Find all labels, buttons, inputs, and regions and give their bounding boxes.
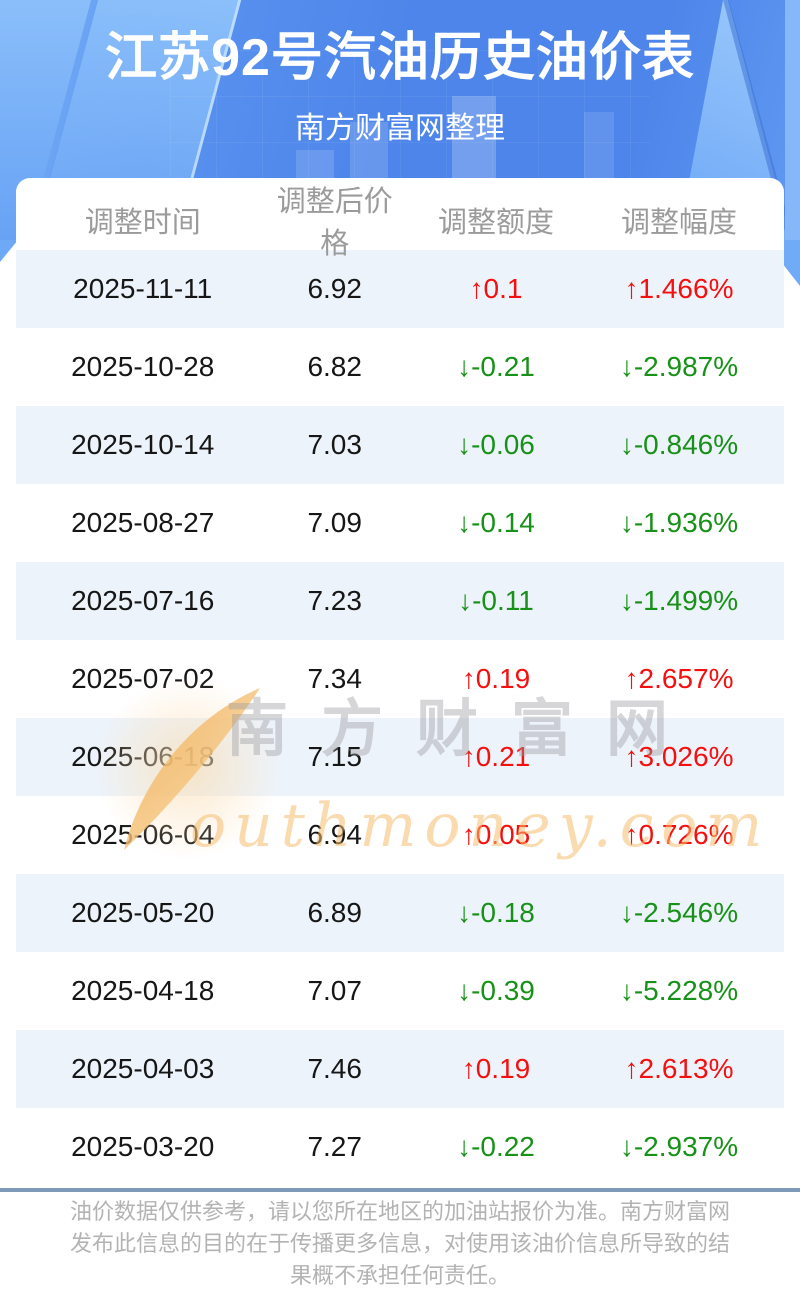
disclaimer-line: 发布此信息的目的在于传播更多信息，对使用该油价信息所导致的结 [69, 1231, 730, 1256]
cell-change: ↓-0.06 [457, 429, 535, 460]
cell-date: 2025-11-11 [73, 273, 213, 304]
table-header-row: 调整时间 调整后价格 调整额度 调整幅度 [16, 178, 784, 260]
cell-date: 2025-05-20 [71, 897, 215, 928]
cell-price: 6.82 [307, 351, 362, 382]
page-subtitle: 南方财富网整理 [295, 112, 505, 145]
cell-change: ↓-0.22 [457, 1131, 535, 1162]
cell-price: 7.15 [307, 741, 362, 772]
price-table-card: 调整时间 调整后价格 调整额度 调整幅度 2025-11-11 6.92 ↑0.… [16, 178, 784, 1186]
cell-change: ↑0.19 [461, 663, 531, 694]
cell-percent: ↑2.613% [624, 1053, 734, 1084]
cell-percent: ↓-0.846% [619, 429, 739, 460]
cell-date: 2025-10-28 [71, 351, 215, 382]
cell-percent: ↑3.026% [624, 741, 734, 772]
table-row: 2025-05-20 6.89 ↓-0.18 ↓-2.546% [16, 874, 784, 952]
cell-percent: ↓-2.937% [619, 1131, 739, 1162]
cell-price: 6.92 [307, 273, 362, 304]
cell-change: ↑0.21 [461, 741, 531, 772]
table-row: 2025-06-04 6.94 ↑0.05 ↑0.726% [16, 796, 784, 874]
cell-change: ↑0.05 [461, 819, 531, 850]
cell-date: 2025-07-16 [71, 585, 215, 616]
cell-price: 7.03 [307, 429, 362, 460]
cell-date: 2025-07-02 [71, 663, 215, 694]
table-row: 2025-03-20 7.27 ↓-0.22 ↓-2.937% [16, 1108, 784, 1186]
cell-date: 2025-04-18 [71, 975, 215, 1006]
disclaimer: 油价数据仅供参考，请以您所在地区的加油站报价为准。南方财富网 发布此信息的目的在… [0, 1196, 800, 1290]
cell-change: ↓-0.39 [457, 975, 535, 1006]
cell-percent: ↓-2.987% [619, 351, 739, 382]
cell-date: 2025-08-27 [71, 507, 215, 538]
cell-change: ↓-0.21 [457, 351, 535, 382]
cell-price: 7.27 [307, 1131, 362, 1162]
cell-price: 7.46 [307, 1053, 362, 1084]
table-row: 2025-11-11 6.92 ↑0.1 ↑1.466% [16, 250, 784, 328]
table-row: 2025-06-18 7.15 ↑0.21 ↑3.026% [16, 718, 784, 796]
table-row: 2025-04-03 7.46 ↑0.19 ↑2.613% [16, 1030, 784, 1108]
table-row: 2025-10-28 6.82 ↓-0.21 ↓-2.987% [16, 328, 784, 406]
cell-price: 7.34 [307, 663, 362, 694]
cell-change: ↓-0.14 [457, 507, 535, 538]
col-header-percent: 调整幅度 [620, 207, 737, 239]
cell-percent: ↓-5.228% [619, 975, 739, 1006]
cell-percent: ↑2.657% [624, 663, 734, 694]
table-row: 2025-08-27 7.09 ↓-0.14 ↓-1.936% [16, 484, 784, 562]
cell-date: 2025-10-14 [71, 429, 215, 460]
disclaimer-line: 油价数据仅供参考，请以您所在地区的加油站报价为准。南方财富网 [69, 1199, 730, 1224]
cell-change: ↑0.1 [469, 273, 523, 304]
footer-divider [0, 1188, 800, 1192]
col-header-date: 调整时间 [84, 207, 201, 239]
cell-price: 6.89 [307, 897, 362, 928]
cell-change: ↑0.19 [461, 1053, 531, 1084]
table-row: 2025-10-14 7.03 ↓-0.06 ↓-0.846% [16, 406, 784, 484]
cell-price: 6.94 [307, 819, 362, 850]
cell-percent: ↓-1.936% [619, 507, 739, 538]
cell-percent: ↓-2.546% [619, 897, 739, 928]
ribbon-far-right [785, 0, 800, 240]
table-row: 2025-07-16 7.23 ↓-0.11 ↓-1.499% [16, 562, 784, 640]
cell-percent: ↑1.466% [624, 273, 734, 304]
cell-price: 7.23 [307, 585, 362, 616]
cell-date: 2025-06-04 [71, 819, 215, 850]
cell-price: 7.07 [307, 975, 362, 1006]
cell-percent: ↓-1.499% [619, 585, 739, 616]
disclaimer-line: 果概不承担任何责任。 [289, 1263, 510, 1288]
cell-date: 2025-03-20 [71, 1131, 215, 1162]
cell-percent: ↑0.726% [624, 819, 734, 850]
col-header-price: 调整后价格 [276, 186, 393, 260]
cell-date: 2025-04-03 [71, 1053, 215, 1084]
cell-date: 2025-06-18 [71, 741, 215, 772]
cell-price: 7.09 [307, 507, 362, 538]
col-header-change: 调整额度 [437, 207, 554, 239]
table-body: 2025-11-11 6.92 ↑0.1 ↑1.466% 2025-10-28 … [16, 250, 784, 1186]
cell-change: ↓-0.18 [457, 897, 535, 928]
cell-change: ↓-0.11 [458, 585, 534, 616]
table-row: 2025-07-02 7.34 ↑0.19 ↑2.657% [16, 640, 784, 718]
table-row: 2025-04-18 7.07 ↓-0.39 ↓-5.228% [16, 952, 784, 1030]
page-title: 江苏92号汽油历史油价表 [105, 29, 695, 87]
